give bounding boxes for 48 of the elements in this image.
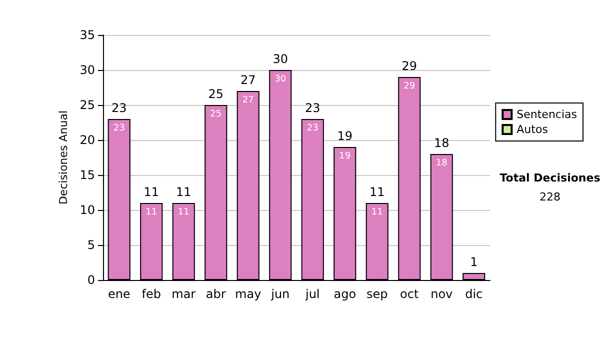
x-tick-label: oct — [400, 287, 419, 301]
data-label: 23 — [306, 124, 318, 134]
x-tick-label: may — [235, 287, 262, 301]
data-label: 11 — [146, 208, 158, 218]
total-label: 11 — [144, 185, 160, 199]
x-tick-label: dic — [465, 287, 483, 301]
x-tick-label: ago — [334, 287, 356, 301]
data-label: 29 — [404, 82, 416, 92]
total-label: 11 — [369, 185, 385, 199]
y-tick-label: 25 — [80, 98, 95, 112]
y-tick-label: 20 — [80, 133, 95, 147]
legend-label: Autos — [516, 123, 548, 136]
x-tick-label: jul — [304, 287, 320, 301]
x-tick-label: jun — [270, 287, 290, 301]
total-label: 23 — [304, 101, 320, 115]
y-tick-label: 0 — [87, 273, 95, 287]
total-label: 27 — [240, 73, 256, 87]
text: Total Decisiones — [500, 172, 600, 184]
y-tick-label: 10 — [80, 203, 95, 217]
x-tick-label: mar — [172, 287, 196, 301]
y-tick-label: 30 — [80, 63, 95, 77]
data-label: 11 — [371, 208, 383, 218]
y-tick-label: 15 — [80, 168, 95, 182]
total-label: 11 — [176, 185, 192, 199]
total-label: 25 — [208, 87, 224, 101]
total-label: 18 — [434, 136, 450, 150]
total-label: 29 — [402, 59, 418, 73]
data-label: 11 — [178, 208, 190, 218]
y-axis-title: Decisiones Anual — [56, 110, 70, 205]
legend-label: Sentencias — [516, 108, 578, 121]
total-label: 23 — [111, 101, 127, 115]
data-label: 23 — [113, 124, 125, 134]
text: 228 — [540, 190, 560, 204]
x-tick-label: nov — [430, 287, 453, 301]
total-label: 30 — [272, 52, 288, 66]
x-tick-label: ene — [108, 287, 130, 301]
y-tick-label: 35 — [80, 28, 95, 42]
x-tick-label: sep — [366, 287, 388, 301]
data-label: 25 — [210, 110, 222, 120]
data-label: 27 — [242, 96, 254, 106]
x-tick-label: feb — [142, 287, 161, 301]
total-label: 19 — [337, 129, 353, 143]
total-label: 1 — [470, 255, 478, 269]
y-tick-label: 5 — [87, 238, 95, 252]
data-label: 18 — [436, 158, 448, 168]
data-label: 30 — [274, 74, 286, 84]
data-label: 19 — [339, 152, 351, 162]
x-tick-label: abr — [206, 287, 226, 301]
